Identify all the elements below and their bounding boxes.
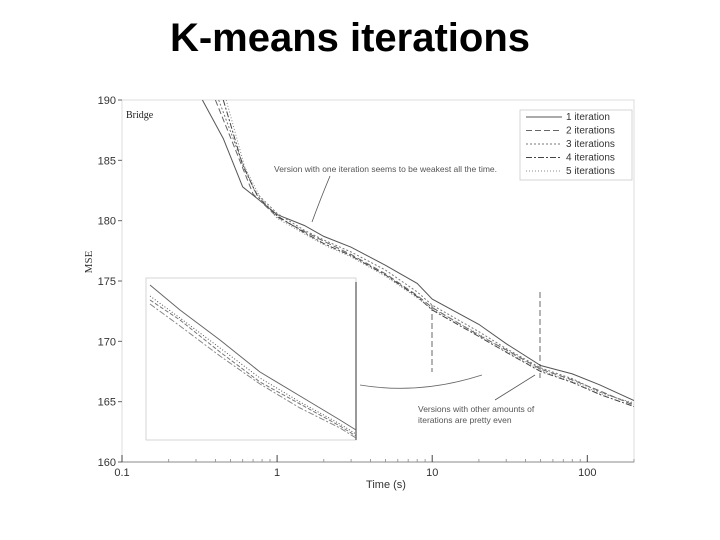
inset-frame xyxy=(145,277,357,441)
annotation-2-curve xyxy=(359,374,483,389)
dataset-label: Bridge xyxy=(126,110,154,121)
x-axis-label: Time (s) xyxy=(366,479,406,491)
annotation-pointers xyxy=(311,175,541,401)
legend: 1 iteration 2 iterations 3 iterations 4 ite… xyxy=(519,109,633,181)
x-tick-group: 0.1 1 10 100 xyxy=(114,455,635,479)
legend-entry: 5 iterations xyxy=(566,166,615,177)
y-tick-label: 165 xyxy=(98,397,116,409)
annotation-1-text: Version with one iteration seems to be w… xyxy=(274,164,497,174)
inset-zoom-plot xyxy=(145,277,357,441)
y-tick-label: 185 xyxy=(98,155,116,167)
inset-series-1 xyxy=(149,284,357,431)
y-tick-label: 180 xyxy=(98,216,116,228)
y-tick-label: 175 xyxy=(98,276,116,288)
legend-entry: 3 iterations xyxy=(566,139,615,150)
annotation-2-line-2: iterations are pretty even xyxy=(418,415,512,425)
y-tick-group: 160 165 170 175 180 185 190 xyxy=(98,95,122,469)
legend-box xyxy=(519,109,633,181)
x-tick-label: 1 xyxy=(274,467,280,479)
slide-title: K-means iterations xyxy=(169,16,531,60)
annotation-2-line-1: Versions with other amounts of xyxy=(418,404,535,414)
y-axis-label: MSE xyxy=(83,250,95,273)
inset-series-4 xyxy=(149,303,357,439)
x-tick-label: 0.1 xyxy=(114,467,129,479)
series-line-3 xyxy=(218,100,634,405)
inset-series-2 xyxy=(149,299,357,437)
y-tick-label: 160 xyxy=(98,457,116,469)
series-group xyxy=(201,100,634,407)
legend-entry: 2 iterations xyxy=(566,126,615,137)
y-tick-label: 170 xyxy=(98,336,116,348)
series-line-2 xyxy=(214,100,634,406)
annotation-2-pointer xyxy=(494,374,536,401)
annotation-1-pointer xyxy=(311,175,331,223)
series-line-5 xyxy=(225,100,634,404)
legend-entry: 4 iterations xyxy=(566,153,615,164)
series-line-1 xyxy=(201,100,634,401)
x-tick-label: 10 xyxy=(426,467,438,479)
x-tick-label: 100 xyxy=(578,467,596,479)
y-tick-label: 190 xyxy=(98,95,116,107)
legend-entry: 1 iteration xyxy=(566,112,610,123)
